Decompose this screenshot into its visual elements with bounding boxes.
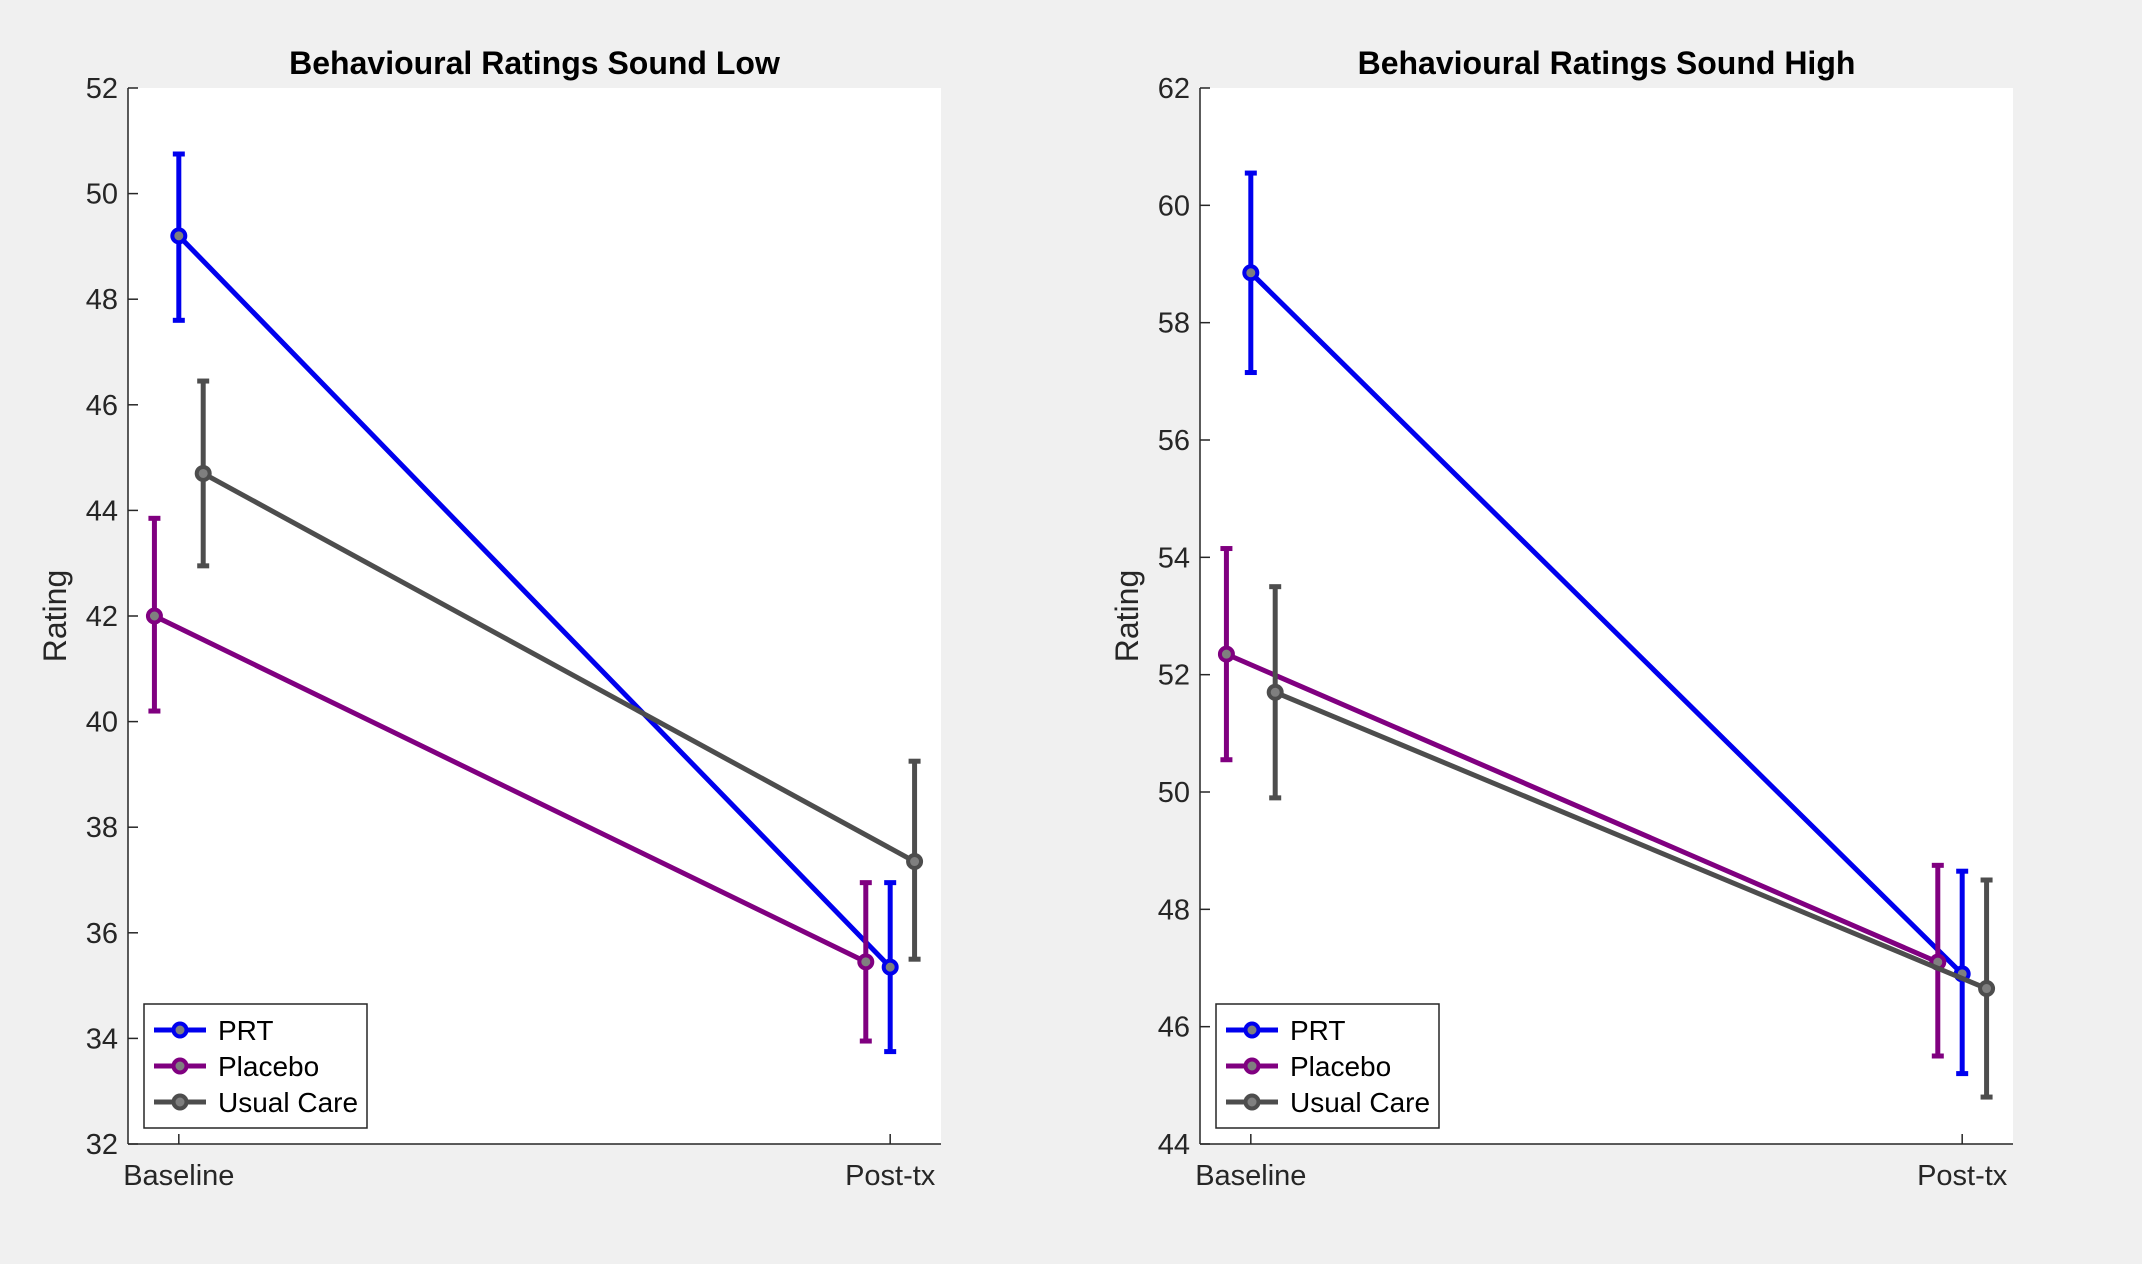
chart-title: Behavioural Ratings Sound High <box>1358 45 1856 81</box>
series-line <box>1225 651 1939 965</box>
y-tick-label: 44 <box>1158 1129 1190 1161</box>
legend: PRT Placebo Usual Care <box>143 1003 368 1129</box>
chart-title: Behavioural Ratings Sound Low <box>289 45 780 81</box>
legend-item: Usual Care <box>154 1087 358 1118</box>
series-line <box>177 234 892 969</box>
y-tick-label: 40 <box>86 707 118 739</box>
y-tick-label: 38 <box>86 812 118 844</box>
data-point <box>881 958 899 976</box>
legend-label: PRT <box>218 1015 274 1046</box>
data-point <box>145 607 163 625</box>
x-tick-label: Post-tx <box>1917 1160 2008 1192</box>
y-axis-ticks: 32 34 36 38 40 42 44 46 48 50 52 <box>86 73 138 1161</box>
series-placebo <box>145 515 875 1044</box>
axes-frame <box>1199 88 2013 1145</box>
y-tick-label: 56 <box>1158 425 1190 457</box>
legend-label: Usual Care <box>218 1087 358 1118</box>
y-tick-label: 48 <box>1158 894 1190 926</box>
legend-label: Placebo <box>1290 1051 1391 1082</box>
legend-item: Usual Care <box>1226 1087 1430 1118</box>
data-point <box>906 853 924 871</box>
series-prt <box>170 151 899 1055</box>
legend-marker <box>1243 1057 1261 1075</box>
x-axis-ticks: Baseline Post-tx <box>123 1134 936 1192</box>
y-tick-label: 36 <box>86 918 118 950</box>
y-axis-label: Rating <box>37 570 73 663</box>
series-placebo <box>1217 546 1947 1059</box>
y-tick-label: 62 <box>1158 73 1190 105</box>
series-line <box>1249 271 1964 976</box>
y-tick-label: 46 <box>86 390 118 422</box>
y-tick-label: 60 <box>1158 190 1190 222</box>
data-point <box>857 953 875 971</box>
legend-marker <box>171 1057 189 1075</box>
chart-panel-sound-high: Behavioural Ratings Sound High Rating 44… <box>1109 45 2013 1192</box>
series-line <box>202 471 916 864</box>
chart-panel-sound-low: Behavioural Ratings Sound Low Rating 323… <box>37 45 941 1192</box>
data-point <box>1978 980 1996 998</box>
y-tick-label: 44 <box>86 495 118 527</box>
data-point <box>170 227 188 245</box>
legend-label: Placebo <box>218 1051 319 1082</box>
series-usual-care <box>194 378 924 962</box>
y-axis-ticks: 44 46 48 50 52 54 56 58 60 62 <box>1158 73 1210 1161</box>
x-tick-label: Baseline <box>123 1160 234 1192</box>
y-tick-label: 52 <box>86 73 118 105</box>
series-usual-care <box>1266 584 1996 1100</box>
x-tick-label: Post-tx <box>845 1160 936 1192</box>
legend-label: Usual Care <box>1290 1087 1430 1118</box>
series-line <box>153 613 867 965</box>
legend-item: Placebo <box>1226 1051 1391 1082</box>
legend-marker <box>171 1093 189 1111</box>
y-tick-label: 42 <box>86 601 118 633</box>
legend: PRT Placebo Usual Care <box>1215 1003 1440 1129</box>
series-line <box>1274 689 1988 991</box>
x-tick-label: Baseline <box>1195 1160 1306 1192</box>
series-prt <box>1242 170 1971 1077</box>
axes-background <box>128 88 941 1144</box>
y-tick-label: 50 <box>86 179 118 211</box>
y-tick-label: 52 <box>1158 660 1190 692</box>
data-point <box>1217 645 1235 663</box>
y-tick-label: 48 <box>86 284 118 316</box>
legend-marker <box>171 1021 189 1039</box>
y-tick-label: 34 <box>86 1023 118 1055</box>
y-tick-label: 58 <box>1158 308 1190 340</box>
y-tick-label: 46 <box>1158 1012 1190 1044</box>
axes-background <box>1200 88 2013 1144</box>
legend-label: PRT <box>1290 1015 1346 1046</box>
y-tick-label: 32 <box>86 1129 118 1161</box>
legend-item: PRT <box>1226 1015 1346 1046</box>
legend-item: PRT <box>154 1015 274 1046</box>
series-layer <box>1217 170 1996 1100</box>
y-axis-label: Rating <box>1109 570 1145 663</box>
data-point <box>1266 683 1284 701</box>
data-point <box>194 464 212 482</box>
y-tick-label: 54 <box>1158 542 1190 574</box>
legend-marker <box>1243 1093 1261 1111</box>
series-layer <box>145 151 924 1055</box>
x-axis-ticks: Baseline Post-tx <box>1195 1134 2008 1192</box>
data-point <box>1242 264 1260 282</box>
y-tick-label: 50 <box>1158 777 1190 809</box>
legend-item: Placebo <box>154 1051 319 1082</box>
legend-marker <box>1243 1021 1261 1039</box>
